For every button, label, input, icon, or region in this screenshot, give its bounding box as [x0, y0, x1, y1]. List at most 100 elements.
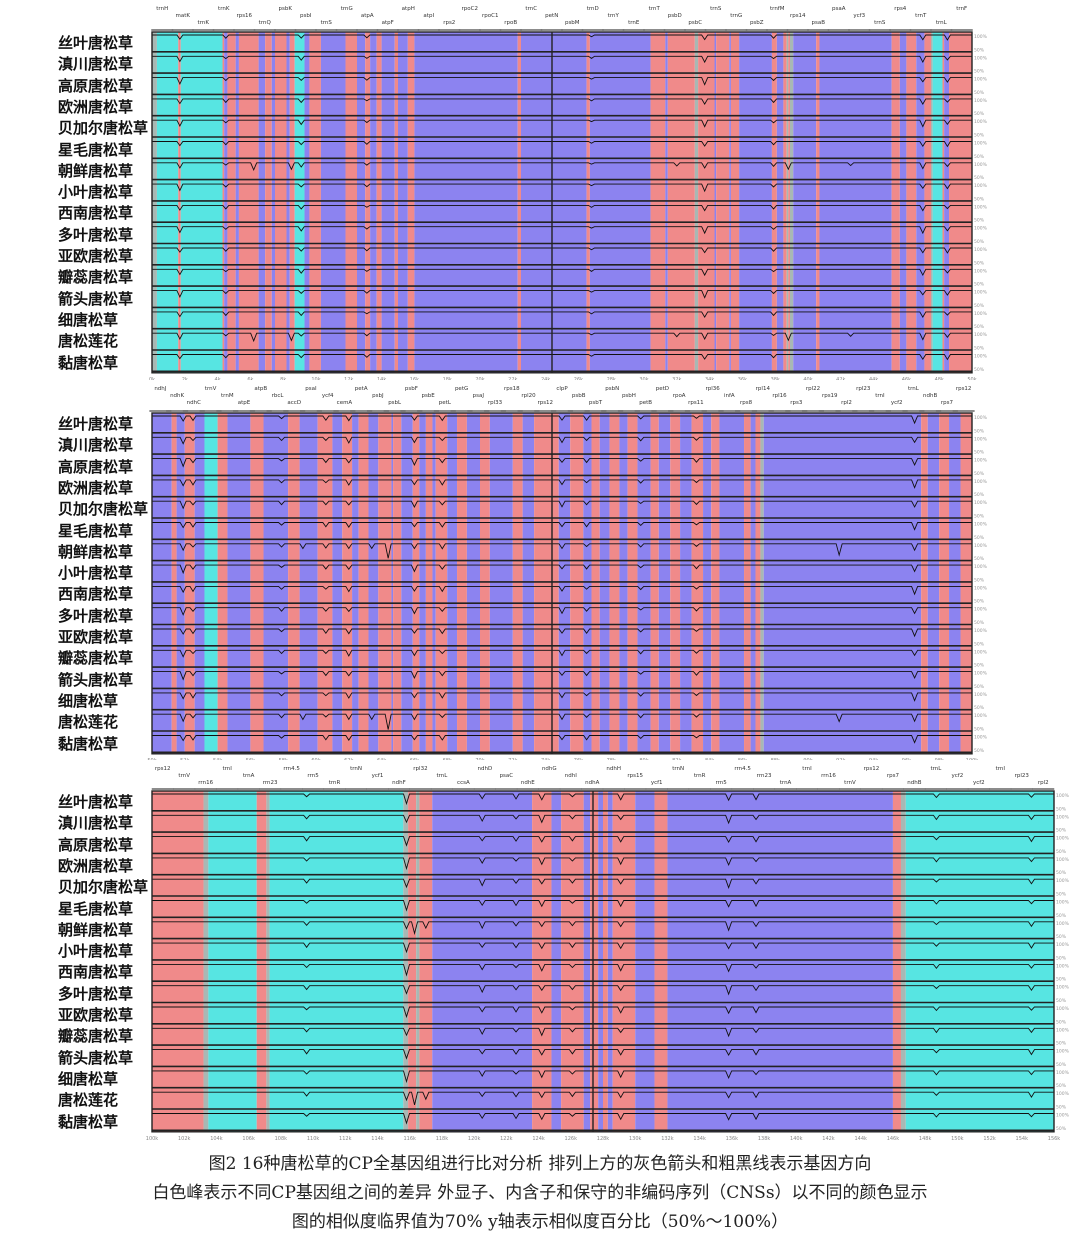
region-band-cns — [265, 32, 272, 373]
gene-label: psbL — [388, 400, 402, 406]
region-band-exon — [619, 413, 628, 754]
region-band-cns — [412, 413, 420, 754]
gene-label: psaC — [500, 773, 514, 779]
x-tick-label: 130k — [629, 1136, 642, 1140]
ytick-label: 100% — [1056, 921, 1070, 927]
gene-label: rpoB — [504, 20, 517, 26]
region-band-utr — [931, 32, 933, 373]
gene-label: trnH — [156, 6, 168, 12]
region-band-cns — [949, 32, 972, 373]
ytick-label: 100% — [974, 247, 988, 253]
ytick-label: 100% — [974, 415, 988, 421]
region-band-exon — [750, 413, 756, 754]
ytick-label: 100% — [974, 98, 988, 104]
region-band-exon — [414, 32, 518, 373]
species-label: 滇川唐松草 — [58, 55, 134, 74]
region-band-exon — [224, 32, 228, 373]
region-band-exon — [368, 413, 379, 754]
species-label: 瓣蕊唐松草 — [58, 268, 134, 287]
similarity-profile — [152, 963, 1054, 977]
ytick-label: 100% — [1056, 1113, 1070, 1119]
x-tick-label: 50k — [967, 377, 976, 380]
ytick-label: 50% — [974, 133, 985, 139]
ytick-label: 100% — [1056, 1070, 1070, 1076]
region-band-exon — [916, 32, 925, 373]
ytick-label: 50% — [1056, 998, 1067, 1004]
x-tick-label: 28k — [607, 377, 616, 380]
ytick-label: 50% — [974, 684, 985, 690]
species-label: 贝加尔唐松草 — [58, 878, 149, 897]
x-tick-label: 52k — [180, 758, 189, 760]
ytick-label: 100% — [974, 436, 988, 442]
region-band-exon — [763, 413, 922, 754]
region-band-exon — [299, 413, 318, 754]
similarity-rows: 100% 50% 100% 50% 100% 50% 100% 50% 100% 50% 100% 5… — [152, 415, 988, 754]
ytick-label: 100% — [974, 34, 988, 40]
gene-label: ndhJ — [154, 386, 166, 392]
species-label: 细唐松草 — [58, 691, 119, 710]
gene-label: ycf4 — [322, 393, 334, 399]
gene-label: ycf2 — [973, 780, 985, 786]
gene-label: psbB — [572, 393, 586, 399]
ytick-label: 50% — [974, 90, 985, 96]
x-tick-label: 46k — [902, 377, 911, 380]
species-label: 丝叶唐松草 — [58, 793, 134, 811]
gene-label: trnT — [915, 13, 927, 19]
gene-label: infA — [724, 393, 735, 399]
region-band-cns — [419, 791, 433, 1132]
region-band-cns — [184, 413, 195, 754]
ytick-label: 50% — [1056, 934, 1067, 940]
species-label: 箭头唐松草 — [58, 670, 134, 689]
gene-label: trnK — [218, 6, 230, 12]
ytick-label: 100% — [974, 332, 988, 338]
gene-label: trnC — [525, 6, 537, 12]
x-tick-label: 68k — [443, 758, 452, 760]
region-band-exon — [598, 791, 603, 1132]
similarity-profile — [152, 649, 972, 658]
gene-label: rps18 — [504, 386, 520, 392]
gene-label: ndhE — [521, 780, 535, 786]
ytick-label: 50% — [974, 727, 985, 733]
region-band-cns — [609, 413, 620, 754]
species-label: 亚欧唐松草 — [58, 1006, 134, 1024]
x-tick-label: 82k — [672, 758, 681, 760]
region-band-exon — [558, 413, 571, 754]
gene-label: ndhA — [585, 780, 599, 786]
similarity-profile — [152, 332, 972, 343]
gene-label: rps7 — [941, 400, 954, 406]
gene-label: ndhG — [542, 766, 557, 772]
region-band-exon — [729, 32, 731, 373]
x-tick-label: 98k — [935, 758, 944, 760]
species-label: 多叶唐松草 — [58, 984, 134, 1003]
region-band-cns — [816, 32, 820, 373]
species-label: 高原唐松草 — [58, 457, 134, 476]
x-tick-label: 16k — [410, 377, 419, 380]
gene-label: ycf1 — [372, 773, 384, 779]
x-tick-label: 94k — [869, 758, 878, 760]
region-band-exon — [466, 413, 480, 754]
region-band-exon — [551, 791, 562, 1132]
gene-label: psbH — [622, 393, 636, 399]
similarity-profile — [152, 692, 972, 702]
gene-label: rps3 — [790, 400, 803, 406]
species-label: 黏唐松草 — [58, 353, 119, 372]
region-band-cns — [358, 413, 369, 754]
region-band-exon — [589, 32, 651, 373]
gene-label: rps19 — [822, 393, 838, 399]
region-band-intron — [180, 32, 223, 373]
ytick-label: 50% — [1056, 1041, 1067, 1047]
species-label: 欧洲唐松草 — [58, 97, 134, 116]
x-tick-label: 92k — [836, 758, 845, 760]
region-band-exon — [819, 32, 892, 373]
species-label: 朝鲜唐松草 — [58, 542, 134, 561]
gene-label: ccsA — [457, 780, 470, 786]
region-band-utr — [403, 791, 409, 1132]
region-band-exon — [263, 413, 289, 754]
gene-label: trnS — [321, 20, 333, 26]
gene-label: ndhD — [478, 766, 493, 772]
ytick-label: 100% — [974, 500, 988, 506]
ytick-label: 50% — [974, 260, 985, 266]
region-band-exon — [320, 32, 346, 373]
similarity-profile — [152, 985, 1054, 996]
